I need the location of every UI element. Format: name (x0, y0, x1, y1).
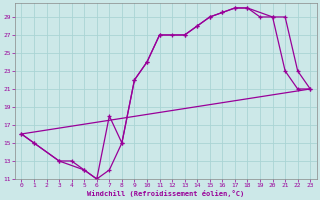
X-axis label: Windchill (Refroidissement éolien,°C): Windchill (Refroidissement éolien,°C) (87, 190, 244, 197)
